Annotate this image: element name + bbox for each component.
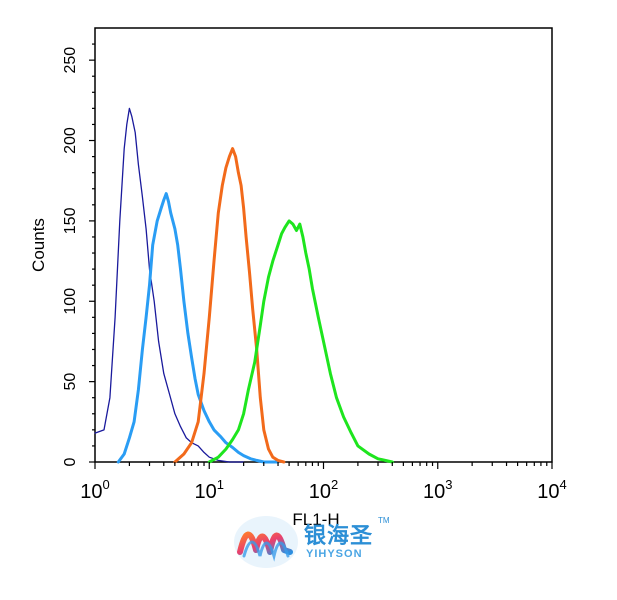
y-tick-label: 200 <box>62 127 79 154</box>
series-line-2 <box>116 192 280 464</box>
x-tick-label: 100 <box>80 477 109 503</box>
series-line-3 <box>173 147 286 464</box>
trademark-mark: TM <box>378 516 390 525</box>
y-tick-label: 250 <box>62 47 79 74</box>
x-axis: 100 101 102 103 104 <box>80 462 567 503</box>
y-tick-label: 50 <box>62 373 79 391</box>
y-tick-label: 100 <box>62 288 79 315</box>
logo-mark-icon <box>234 516 298 568</box>
x-tick-label: 104 <box>537 477 566 503</box>
series-layer <box>94 107 394 464</box>
y-axis: 0 50 100 150 200 250 <box>62 43 95 466</box>
y-axis-label: Counts <box>29 218 48 272</box>
brand-name-en: YIHYSON <box>306 548 363 560</box>
y-tick-label: 150 <box>62 207 79 234</box>
x-tick-label: 102 <box>309 477 338 503</box>
brand-name-cn: 银海圣 <box>304 524 374 549</box>
series-line-1 <box>94 107 245 463</box>
series-line-4 <box>207 219 394 464</box>
y-tick-label: 0 <box>62 457 79 466</box>
x-axis-label: FL1-H <box>292 510 339 529</box>
x-tick-label: 101 <box>195 477 224 503</box>
x-tick-label: 103 <box>423 477 452 503</box>
watermark-logo: 银海圣 TM YIHYSON <box>232 512 392 572</box>
plot-frame <box>94 27 553 463</box>
